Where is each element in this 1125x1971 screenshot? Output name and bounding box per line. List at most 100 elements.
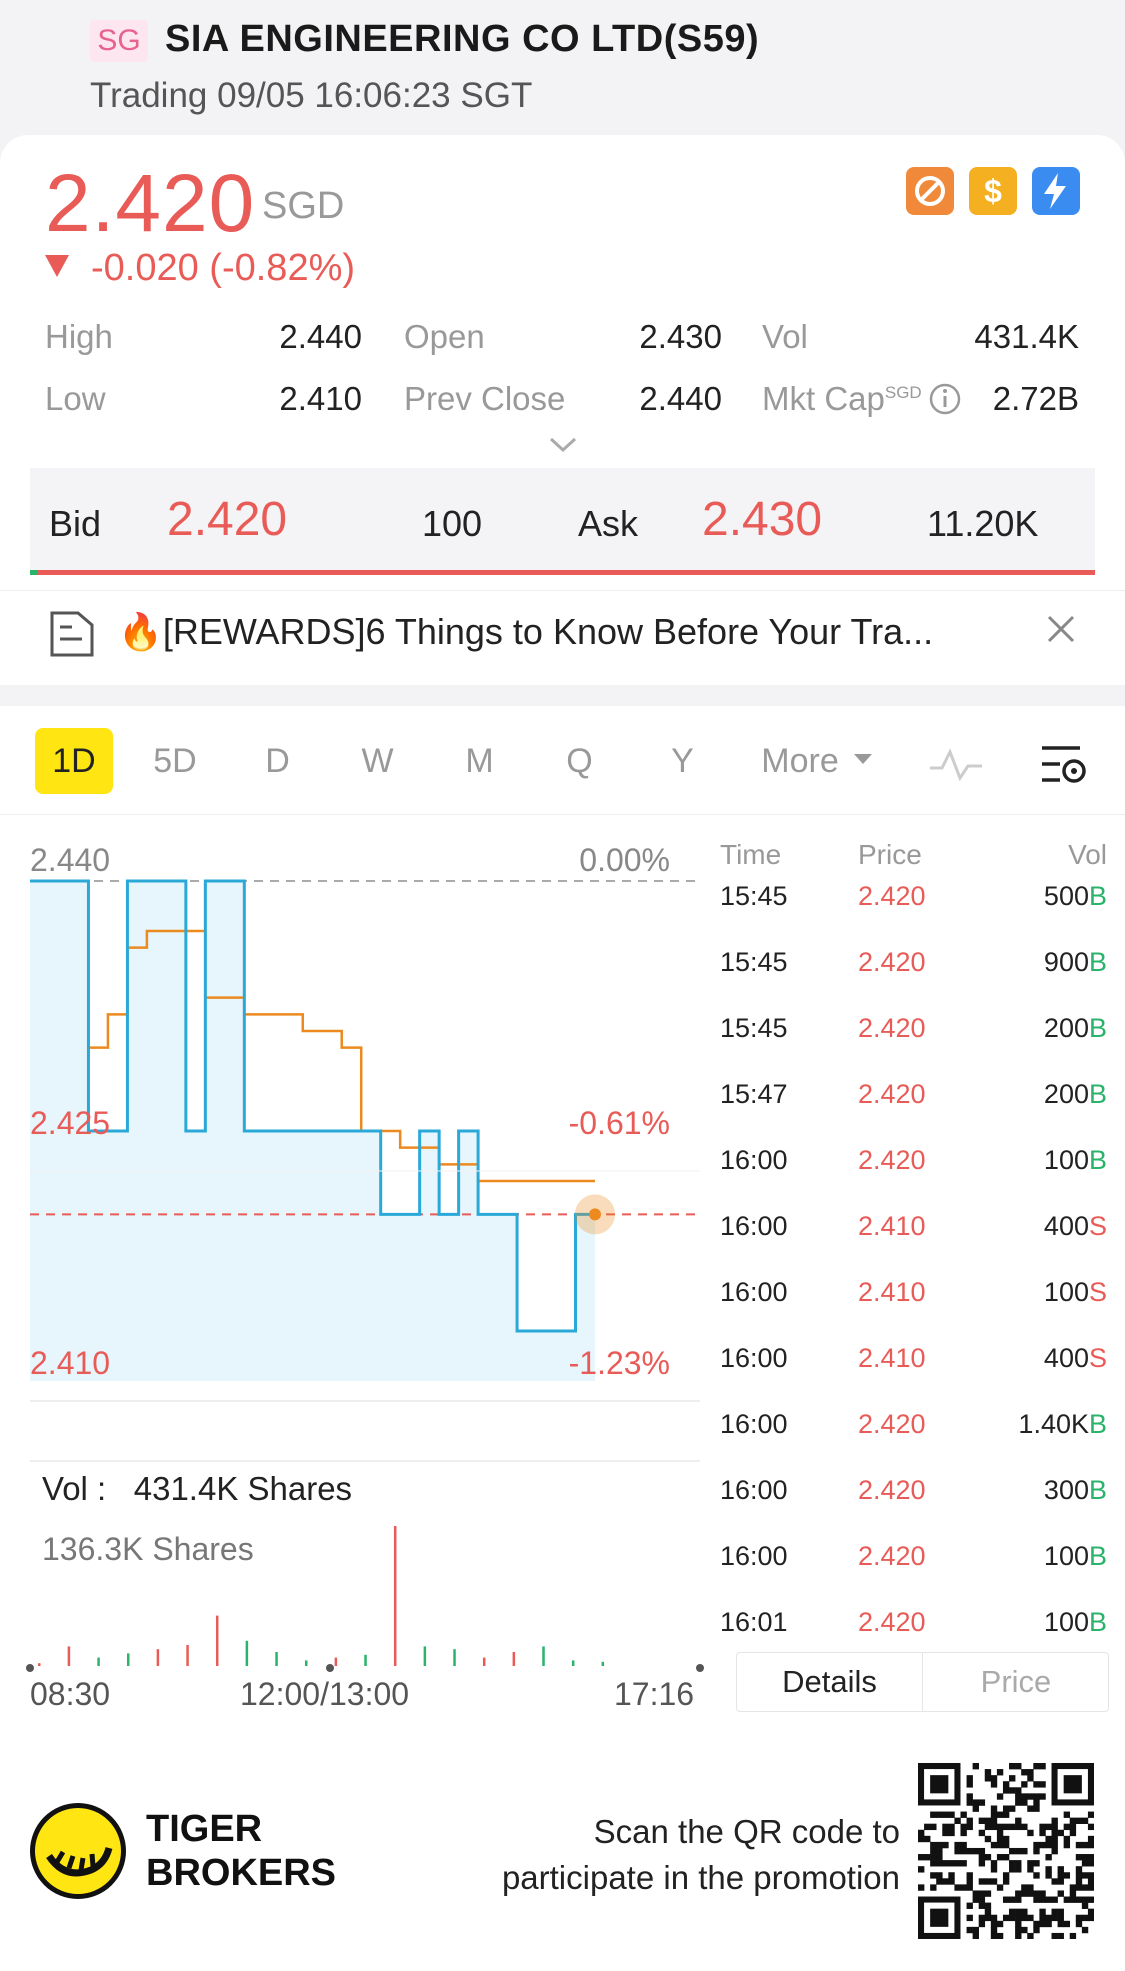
stock-name[interactable]: SIA ENGINEERING CO LTD(S59) <box>165 18 760 60</box>
news-text[interactable]: 🔥[REWARDS]6 Things to Know Before Your T… <box>118 611 934 652</box>
tick-vol-value: 400 <box>1043 1211 1089 1241</box>
qr-module <box>1063 1841 1071 1849</box>
qr-module <box>1015 1914 1022 1922</box>
volume-bar <box>245 1640 249 1666</box>
indicator-icon[interactable] <box>928 744 984 784</box>
intraday-chart[interactable]: 2.440 2.425 2.410 0.00% -0.61% -1.23% <box>0 821 710 1721</box>
tab-q[interactable]: Q <box>566 742 593 780</box>
qr-module <box>1033 1793 1040 1800</box>
qr-module <box>984 1854 992 1861</box>
volume-bar <box>275 1652 278 1666</box>
tick-vol: 400S <box>1044 1211 1107 1242</box>
prev-close-value: 2.440 <box>639 380 722 417</box>
qr-module <box>1045 1835 1052 1843</box>
qr-module <box>1009 1787 1016 1794</box>
dividend-icon[interactable]: $ <box>969 167 1017 215</box>
qr-module <box>1027 1775 1034 1782</box>
qr-module <box>1051 1829 1058 1837</box>
volume-bar <box>304 1660 308 1666</box>
tab-1d[interactable]: 1D <box>35 728 113 794</box>
tick-vol: 400S <box>1044 1343 1107 1374</box>
tick-vol: 900B <box>1044 947 1107 978</box>
qr-module <box>972 1763 979 1770</box>
qr-module <box>1033 1896 1040 1903</box>
volume-label: Vol : 431.4K Shares <box>42 1470 352 1508</box>
tick-price: 2.420 <box>858 1145 926 1175</box>
qr-module <box>1009 1914 1016 1922</box>
tick-side: S <box>1088 1277 1107 1307</box>
qr-module <box>996 1769 1004 1776</box>
qr-module <box>1039 1841 1046 1849</box>
qr-module <box>1051 1817 1058 1824</box>
tick-side: B <box>1088 1145 1107 1175</box>
tick-time: 15:45 <box>720 881 788 911</box>
qr-module <box>966 1793 973 1800</box>
tab-w[interactable]: W <box>361 742 394 780</box>
tick-time: 16:01 <box>720 1607 788 1637</box>
tab-more[interactable]: More <box>761 742 839 780</box>
volume-max: 136.3K Shares <box>42 1531 254 1567</box>
qr-module <box>960 1811 967 1818</box>
qr-module <box>1081 1817 1089 1824</box>
qr-module <box>1045 1854 1052 1861</box>
tick-vol-value: 100 <box>1043 1145 1089 1175</box>
qr-module <box>1002 1835 1010 1843</box>
qr-module <box>1027 1890 1034 1897</box>
qr-module <box>1075 1896 1083 1903</box>
open-value: 2.430 <box>639 318 722 355</box>
qr-module <box>948 1829 955 1837</box>
qr-module <box>1009 1908 1016 1916</box>
qr-module <box>1021 1781 1028 1788</box>
tab-price[interactable]: Price <box>980 1664 1052 1699</box>
qr-module <box>1021 1908 1028 1916</box>
qr-module <box>1087 1823 1094 1831</box>
qr-module <box>936 1872 943 1879</box>
qr-module <box>978 1860 986 1867</box>
info-icon[interactable] <box>928 382 962 416</box>
qr-module <box>1015 1799 1022 1806</box>
dropdown-icon[interactable] <box>852 751 874 767</box>
qr-module <box>984 1823 992 1831</box>
no-short-icon[interactable] <box>906 167 954 215</box>
session-marker <box>26 1664 34 1672</box>
tick-price: 2.420 <box>858 1541 926 1571</box>
news-icon <box>50 611 94 657</box>
tab-m[interactable]: M <box>465 742 494 780</box>
volume-bar <box>215 1615 219 1666</box>
chart-settings-icon[interactable] <box>1040 742 1088 786</box>
tick-time: 15:45 <box>720 1013 788 1043</box>
news-banner[interactable]: 🔥[REWARDS]6 Things to Know Before Your T… <box>0 590 1125 682</box>
tick-price: 2.410 <box>858 1343 926 1373</box>
prev-close-label: Prev Close <box>404 380 566 417</box>
qr-module <box>984 1835 992 1843</box>
qr-module <box>966 1878 973 1885</box>
fast-trade-icon[interactable] <box>1032 167 1080 215</box>
tab-5d[interactable]: 5D <box>153 742 197 780</box>
close-icon[interactable] <box>1045 613 1077 645</box>
qr-module <box>1039 1763 1046 1770</box>
bid-ask-panel[interactable] <box>30 468 1095 574</box>
tab-details[interactable]: Details <box>737 1653 923 1711</box>
qr-module <box>1027 1884 1034 1891</box>
brand-name: TIGER BROKERS <box>146 1807 336 1895</box>
qr-module <box>1069 1823 1077 1831</box>
tab-y[interactable]: Y <box>671 742 694 780</box>
qr-module <box>1015 1866 1022 1873</box>
qr-module <box>984 1775 992 1782</box>
qr-module <box>1051 1841 1058 1849</box>
volume-bar <box>97 1657 100 1666</box>
high-value: 2.440 <box>279 318 362 355</box>
qr-module <box>1002 1914 1010 1922</box>
qr-module <box>1015 1847 1022 1855</box>
qr-module <box>990 1805 998 1812</box>
qr-module <box>1051 1823 1058 1831</box>
qr-module <box>924 1823 931 1831</box>
qr-module <box>1051 1896 1058 1903</box>
chevron-down-icon[interactable] <box>548 435 578 455</box>
qr-module <box>948 1860 955 1867</box>
qr-code-icon[interactable] <box>918 1763 1094 1939</box>
qr-module <box>1033 1920 1040 1928</box>
qr-module <box>1087 1896 1094 1903</box>
low-label: Low <box>45 380 106 417</box>
tab-d[interactable]: D <box>265 742 290 780</box>
